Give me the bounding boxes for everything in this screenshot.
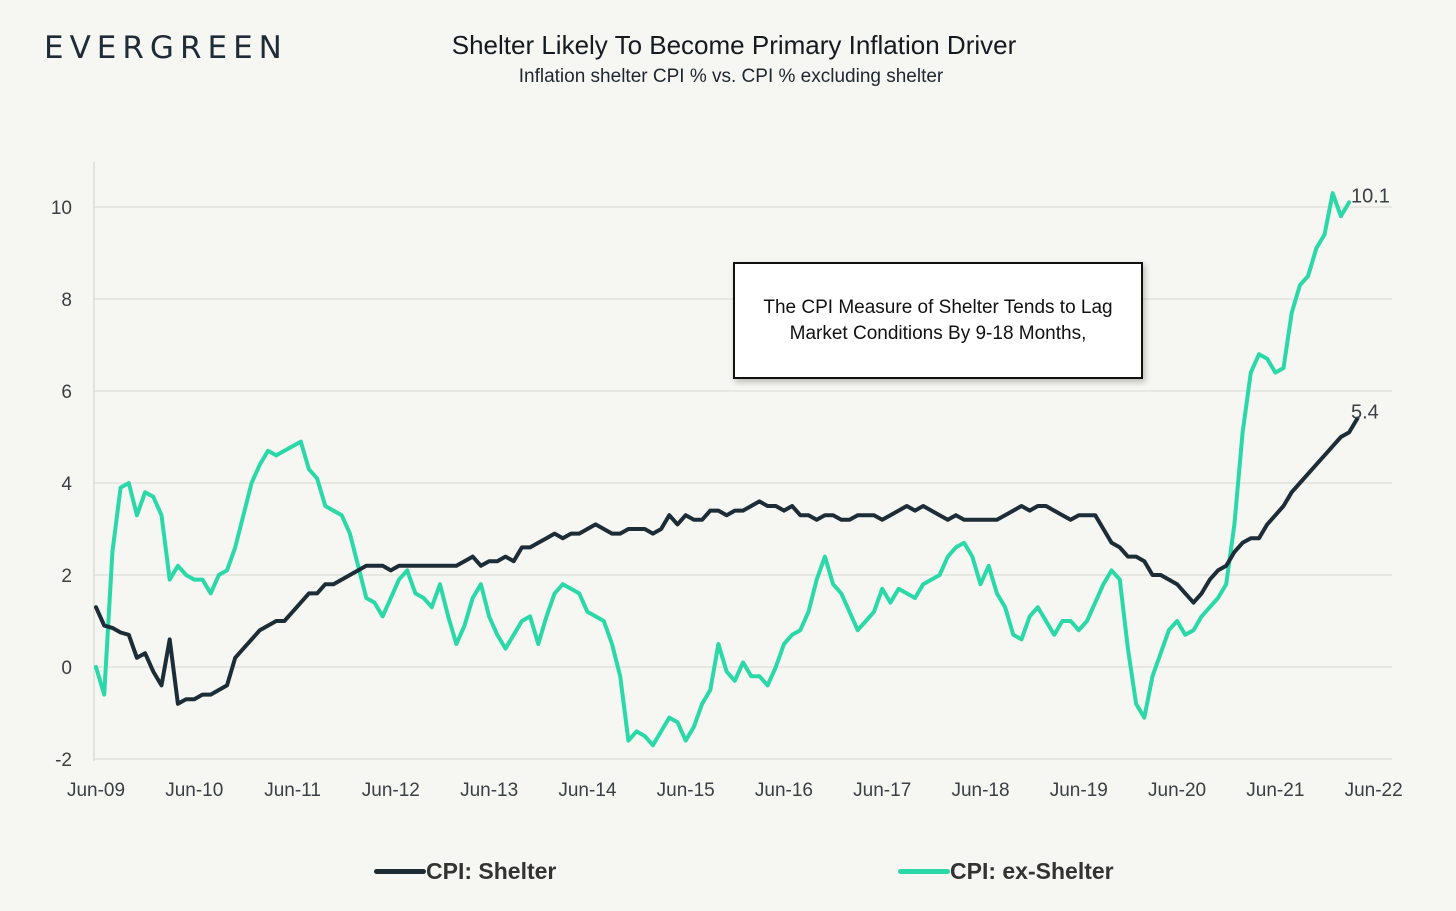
legend-swatch-ex-shelter — [898, 869, 950, 874]
x-tick-label: Jun-09 — [67, 780, 125, 801]
legend-item-shelter: CPI: Shelter — [374, 858, 556, 885]
x-tick-label: Jun-13 — [460, 780, 518, 801]
legend-item-ex-shelter: CPI: ex-Shelter — [898, 858, 1114, 885]
x-tick-label: Jun-10 — [165, 780, 223, 801]
legend-label-shelter: CPI: Shelter — [426, 858, 557, 884]
x-tick-label: Jun-19 — [1050, 780, 1108, 801]
series-line-ex-shelter — [94, 191, 1352, 748]
chart-subtitle: Inflation shelter CPI % vs. CPI % exclud… — [518, 66, 944, 87]
end-label-ex-shelter: 10.1 — [1351, 185, 1390, 207]
y-tick-label: 0 — [61, 658, 72, 679]
x-tick-label: Jun-12 — [362, 780, 420, 801]
x-tick-label: Jun-18 — [951, 780, 1009, 801]
y-tick-label: 6 — [61, 382, 72, 403]
x-tick-label: Jun-20 — [1148, 780, 1206, 801]
chart-title: Shelter Likely To Become Primary Inflati… — [451, 30, 1017, 60]
annotation-box: The CPI Measure of Shelter Tends to Lag … — [733, 262, 1143, 379]
y-tick-label: 2 — [61, 566, 72, 587]
x-tick-label: Jun-22 — [1345, 780, 1403, 801]
y-tick-labels: -2 0 2 4 6 8 10 — [51, 198, 73, 771]
x-tick-label: Jun-17 — [853, 780, 911, 801]
legend-label-ex-shelter: CPI: ex-Shelter — [950, 858, 1114, 884]
y-tick-label: 4 — [61, 474, 72, 495]
y-tick-label: 10 — [51, 198, 72, 219]
x-tick-labels: Jun-09 Jun-10 Jun-11 Jun-12 Jun-13 Jun-14 Jun-… — [67, 780, 1403, 801]
x-tick-label: Jun-21 — [1246, 780, 1304, 801]
end-labels: 10.1 5.4 — [1351, 185, 1390, 423]
y-tick-label: -2 — [55, 750, 72, 771]
evergreen-logo: EVERGREEN — [44, 30, 288, 66]
legend-swatch-shelter — [374, 869, 426, 874]
x-tick-label: Jun-14 — [558, 780, 617, 801]
x-tick-label: Jun-16 — [755, 780, 813, 801]
series-line-shelter — [94, 416, 1360, 706]
y-tick-label: 8 — [61, 290, 72, 311]
end-label-shelter: 5.4 — [1351, 402, 1379, 424]
x-tick-label: Jun-11 — [264, 780, 321, 801]
series-lines — [94, 191, 1360, 748]
x-tick-label: Jun-15 — [657, 780, 715, 801]
